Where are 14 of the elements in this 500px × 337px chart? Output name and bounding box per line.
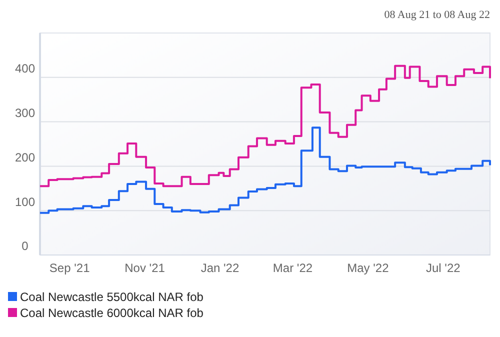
- y-tick-label: 100: [14, 194, 36, 209]
- y-tick-label: 300: [14, 106, 36, 120]
- x-tick-label: May '22: [347, 261, 390, 275]
- y-tick-label: 400: [14, 62, 36, 76]
- x-tick-label: Mar '22: [272, 261, 313, 275]
- y-tick-label: 200: [14, 150, 36, 164]
- x-tick-label: Jul '22: [426, 261, 461, 275]
- legend-label: Coal Newcastle 6000kcal NAR fob: [20, 306, 204, 320]
- x-tick-label: Sep '21: [49, 261, 90, 275]
- text: 08 Aug 21 to 08 Aug 22: [384, 9, 490, 21]
- x-tick-label: Jan '22: [200, 261, 240, 275]
- x-tick-label: Nov '21: [124, 261, 166, 275]
- y-tick-label: 0: [22, 239, 29, 254]
- legend-label: Coal Newcastle 5500kcal NAR fob: [20, 290, 204, 304]
